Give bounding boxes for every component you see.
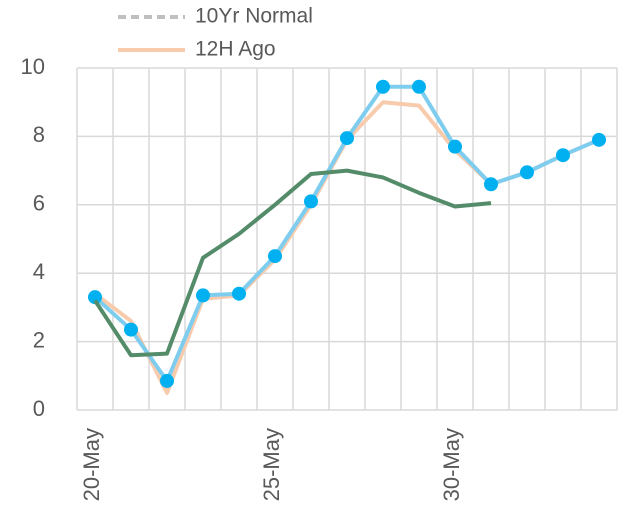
point: [412, 79, 426, 94]
y-tick-label: 6: [33, 191, 45, 216]
y-tick-label: 8: [33, 122, 45, 147]
y-tick-label: 2: [33, 327, 45, 352]
y-tick-label: 0: [33, 396, 45, 421]
y-tick-label: 10: [21, 54, 45, 79]
point: [196, 288, 210, 303]
series-line: [93, 84, 600, 383]
point: [448, 139, 462, 154]
legend-label: 10Yr Normal: [195, 5, 313, 28]
x-tick-label: 30-May: [439, 428, 464, 501]
point: [88, 290, 102, 305]
x-tick-label: 25-May: [259, 428, 284, 501]
legend-label: 12H Ago: [195, 38, 276, 61]
point: [484, 177, 498, 192]
x-tick-label: 20-May: [79, 428, 104, 501]
point: [124, 322, 138, 337]
point: [268, 249, 282, 264]
point: [340, 131, 354, 146]
point: [556, 148, 570, 163]
point: [592, 132, 606, 147]
point: [304, 194, 318, 209]
y-tick-label: 4: [33, 259, 45, 284]
point: [520, 165, 534, 180]
point: [232, 286, 246, 301]
point: [160, 373, 174, 388]
series-line: [93, 168, 492, 358]
point: [376, 79, 390, 94]
